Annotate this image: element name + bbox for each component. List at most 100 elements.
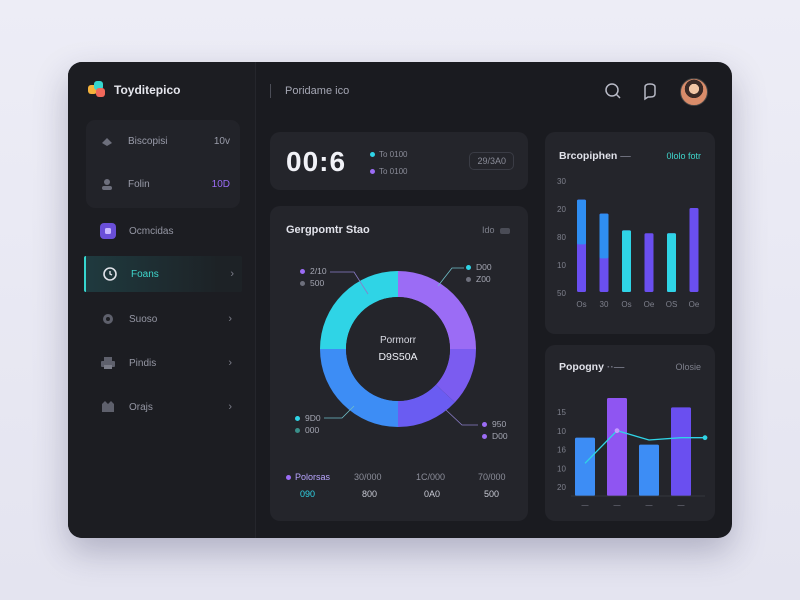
y-tick-label: 10	[557, 261, 566, 270]
bar[interactable]	[644, 233, 654, 292]
y-tick-label: 50	[557, 289, 566, 298]
page-title: Poridame ico	[270, 84, 349, 98]
bar[interactable]	[671, 407, 691, 496]
side-row-value: 10v	[213, 135, 230, 147]
combo-chart: 15 10 16 10 20 — — — —	[557, 398, 708, 509]
bar[interactable]	[689, 208, 699, 292]
bar[interactable]	[667, 233, 676, 292]
square-app-icon	[100, 223, 116, 239]
sidebar-item-label: Foans	[131, 268, 159, 280]
sidebar-item-label: Pindis	[129, 357, 157, 369]
combo-chart-card: Popogny ··— Olosie 15 10 16 10 20 — — — —	[545, 345, 715, 521]
brand-logo-icon	[88, 81, 106, 99]
sidebar-item-label: Suoso	[129, 313, 158, 325]
summary-header: Polorsas	[286, 472, 330, 482]
bar[interactable]	[575, 437, 595, 496]
y-tick-label: 16	[557, 446, 566, 455]
bar-chart-meta[interactable]: 0lolo fotr	[666, 151, 701, 161]
chevron-right-icon: ›	[228, 401, 232, 413]
legend-item: 950	[482, 419, 506, 429]
donut-hole	[346, 297, 450, 401]
donut-title: Gergpomtr Stao	[286, 224, 370, 236]
bag-icon	[102, 401, 114, 412]
donut-slice[interactable]	[435, 349, 476, 403]
line-point[interactable]	[702, 435, 708, 441]
timer-line-1: To 0100	[370, 150, 407, 159]
donut-chart: Pormorr D9S50A	[318, 269, 478, 429]
search-icon[interactable]	[603, 81, 623, 101]
timer-card: 00:6 To 0100 To 0100 29/3A0	[270, 132, 528, 190]
summary-value: 090	[300, 489, 316, 499]
x-tick-label: —	[582, 502, 589, 509]
combo-chart-title: Popogny ··—	[559, 361, 625, 373]
sidebar-item-pindis[interactable]: Pindis ›	[84, 345, 240, 381]
y-tick-label: 20	[557, 483, 566, 492]
donut-slice[interactable]	[320, 349, 398, 427]
combo-chart-meta[interactable]: Olosie	[675, 362, 701, 372]
donut-svg	[320, 271, 476, 427]
bar[interactable]	[622, 230, 631, 292]
avatar[interactable]	[680, 78, 708, 106]
side-row-2[interactable]: Folin 10D	[86, 171, 240, 197]
timer-value: 00:6	[286, 146, 347, 177]
brand-name: Toyditepico	[114, 83, 181, 97]
donut-center-title: Pormorr	[379, 335, 417, 346]
donut-meta[interactable]: Ido	[482, 225, 510, 235]
donut-center-value: D9S50A	[378, 351, 418, 363]
sidebar-item-suoso[interactable]: Suoso ›	[84, 301, 240, 337]
y-tick-label: 15	[557, 408, 566, 417]
bar-highlight	[577, 199, 586, 245]
bar[interactable]	[607, 398, 627, 496]
y-tick-label: 10	[557, 464, 566, 473]
side-group: Biscopisi 10v Folin 10D	[86, 120, 240, 208]
legend-item: D00	[482, 431, 508, 441]
bar-chart-card: Brcopiphen — 0lolo fotr 30 20 80 10 50 Os 30 Os…	[545, 132, 715, 334]
summary-header: 30/000	[354, 472, 382, 482]
x-tick-label: OS	[666, 300, 678, 309]
clock-icon	[103, 267, 117, 281]
donut-slice[interactable]	[398, 271, 476, 349]
notification-icon[interactable]	[640, 81, 660, 101]
sidebar-item-ocmcidas[interactable]: Ocmcidas	[84, 213, 240, 249]
bar-chart: 30 20 80 10 50 Os 30 Os Oe OS Oe	[557, 177, 700, 309]
y-tick-label: 20	[557, 205, 566, 214]
summary-value: 500	[484, 489, 500, 499]
legend-item: 9D0	[295, 413, 321, 423]
bar-highlight	[599, 213, 609, 259]
x-tick-label: Os	[576, 300, 586, 309]
app-window: Toyditepico Biscopisi 10v Folin 10D	[68, 62, 732, 538]
chevron-right-icon: ›	[230, 268, 234, 280]
side-row-label: Folin	[128, 178, 150, 190]
sidebar-item-label: Ocmcidas	[129, 225, 174, 237]
y-tick-label: 10	[557, 427, 566, 436]
x-tick-label: Oe	[689, 300, 700, 309]
sidebar-item-orajs[interactable]: Orajs ›	[84, 389, 240, 425]
legend-item: Z00	[466, 274, 491, 284]
summary-col: Polorsas 090	[286, 472, 330, 499]
bar[interactable]	[639, 444, 659, 496]
x-tick-label: 30	[600, 300, 609, 309]
side-row-1[interactable]: Biscopisi 10v	[86, 128, 240, 154]
x-tick-label: Os	[621, 300, 631, 309]
y-tick-label: 30	[557, 177, 566, 186]
summary-value: 800	[362, 489, 378, 499]
legend-leader-lines	[324, 267, 478, 426]
sidebar-item-foans[interactable]: Foans ›	[84, 256, 242, 292]
side-row-label: Biscopisi	[128, 135, 168, 147]
gear-icon	[103, 314, 113, 324]
legend-item: 500	[300, 278, 324, 288]
legend-item: D00	[466, 262, 492, 272]
summary-col: 1C/000 0A0	[416, 472, 445, 499]
donut-slice[interactable]	[398, 384, 455, 427]
sidebar: Toyditepico Biscopisi 10v Folin 10D	[68, 62, 256, 538]
timer-badge[interactable]: 29/3A0	[469, 152, 514, 170]
brand[interactable]: Toyditepico	[88, 81, 180, 99]
side-row-value: 10D	[211, 178, 230, 190]
timer-line-2: To 0100	[370, 167, 407, 176]
x-tick-label: —	[614, 502, 621, 509]
line-point[interactable]	[614, 428, 620, 434]
summary-col: 30/000 800	[354, 472, 382, 499]
summary-col: 70/000 500	[478, 472, 506, 499]
user-icon	[102, 179, 112, 190]
donut-slice[interactable]	[320, 271, 398, 349]
